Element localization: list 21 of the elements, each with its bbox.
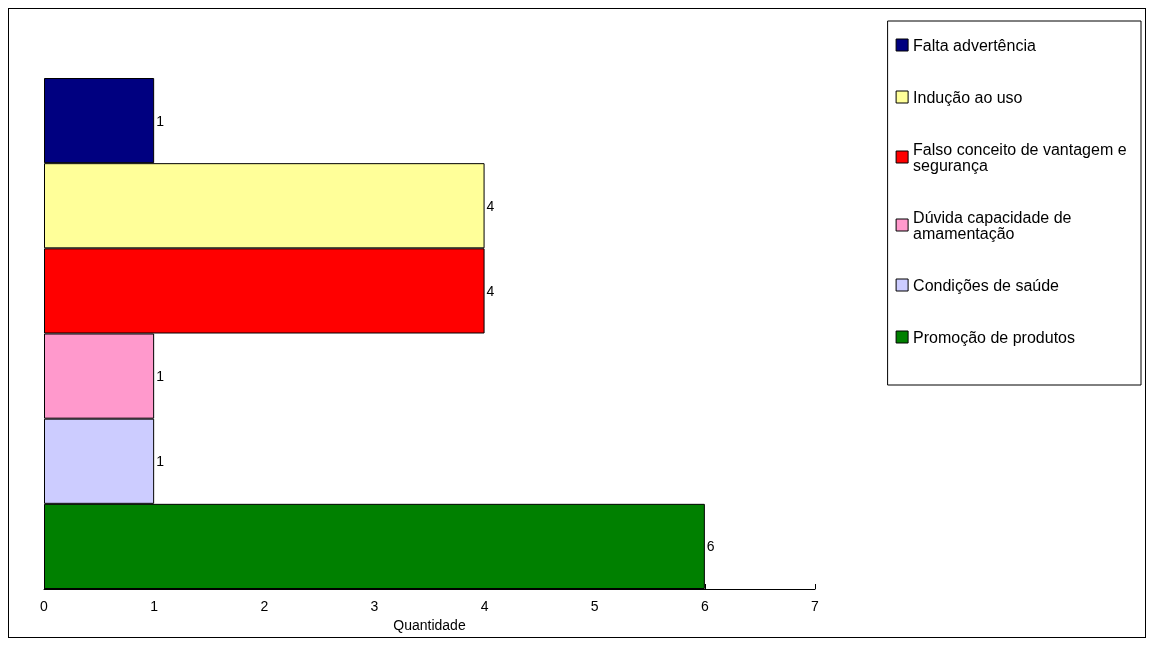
data-label: 1: [156, 453, 165, 470]
legend-label: Indução ao uso: [913, 88, 1023, 106]
data-label: 4: [486, 282, 495, 299]
data-label: 1: [156, 368, 165, 385]
x-tick-label: 6: [700, 598, 709, 614]
legend-label: Promoção de produtos: [913, 328, 1075, 346]
x-tick-label: 4: [480, 598, 489, 614]
legend-label: Falso conceito de vantagem e segurança: [913, 140, 1131, 174]
x-tick-label: 0: [40, 598, 49, 614]
legend-label: Condições de saúde: [913, 276, 1060, 294]
legend-label: Dúvida capacidade de amamentação: [913, 208, 1076, 242]
x-tick-label: 3: [370, 598, 379, 614]
x-tick-label: 1: [150, 598, 159, 614]
legend-label: Falta advertência: [913, 36, 1036, 54]
x-axis-title: Quantidade: [393, 616, 466, 633]
x-tick-label: 2: [260, 598, 269, 614]
x-tick-label: 5: [590, 598, 599, 614]
x-tick-label: 7: [811, 598, 820, 614]
data-label: 4: [486, 197, 495, 214]
data-label: 6: [706, 538, 715, 555]
data-label: 1: [156, 112, 165, 129]
